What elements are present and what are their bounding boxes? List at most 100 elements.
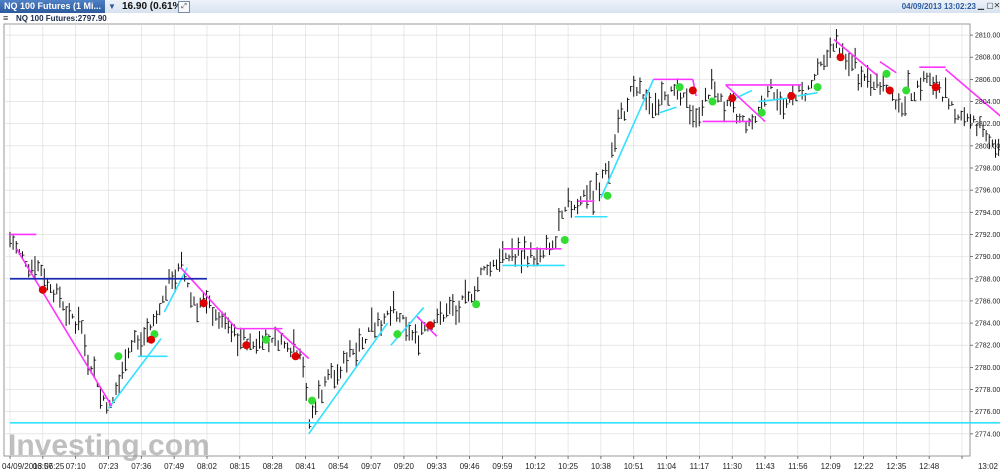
sell-signal-dot (728, 94, 737, 103)
x-tick-label: 09:20 (394, 462, 415, 471)
buy-signal-dot (603, 191, 612, 200)
trend-line-cyan (390, 307, 425, 346)
x-tick-label: 07:36 (131, 462, 152, 471)
buy-signal-dot (813, 83, 822, 92)
buy-signal-dot (393, 330, 402, 339)
y-tick-label: 2786.00 (975, 298, 1000, 305)
y-tick-label: 2800.00 (975, 143, 1000, 150)
price-bars (9, 29, 1000, 429)
buy-signal-dot (708, 97, 717, 106)
sell-signal-dot (426, 321, 435, 330)
trend-line-cyan (163, 267, 188, 313)
datetime-label: 04/09/2013 13:02:23 (901, 2, 976, 11)
sell-signal-dot (291, 352, 300, 361)
x-tick-label: 09:59 (492, 462, 513, 471)
x-tick-label: 08:15 (230, 462, 251, 471)
x-tick-label: 11:43 (755, 462, 775, 471)
x-tick-label: 06:57 (33, 462, 54, 471)
y-tick-label: 2790.00 (975, 254, 1000, 261)
y-tick-label: 2776.00 (975, 409, 1000, 416)
buy-signal-dot (757, 108, 766, 117)
y-tick-label: 2808.00 (975, 55, 1000, 62)
x-tick-label: 12:09 (821, 462, 842, 471)
buy-signal-dot (308, 396, 317, 405)
sell-signal-dot (688, 86, 697, 95)
x-tick-label: 10:51 (624, 462, 645, 471)
trend-line-cyan (659, 106, 677, 114)
y-tick-label: 2774.00 (975, 431, 1000, 438)
trend-line-cyan (797, 91, 818, 97)
sell-signal-dot (38, 285, 47, 294)
sell-signal-dot (147, 335, 156, 344)
y-tick-label: 2778.00 (975, 387, 1000, 394)
y-tick-label: 2798.00 (975, 166, 1000, 173)
x-tick-label: 08:54 (328, 462, 349, 471)
expand-icon[interactable]: ⤢ (178, 1, 190, 13)
signal-dots (38, 53, 940, 405)
y-axis: 2774.00 2776.00 2778.00 2780.00 2782.00 2784.… (970, 33, 1000, 438)
maximize-icon[interactable]: ▢ (986, 1, 994, 10)
x-tick-label: 13:02 (978, 462, 999, 471)
buy-signal-dot (560, 236, 569, 244)
y-tick-label: 2806.00 (975, 77, 1000, 84)
y-tick-label: 2780.00 (975, 365, 1000, 372)
trend-line-magenta (725, 84, 766, 123)
sell-signal-dot (787, 92, 796, 100)
grid (3, 23, 971, 457)
y-tick-label: 2796.00 (975, 188, 1000, 195)
y-tick-label: 2802.00 (975, 121, 1000, 128)
x-tick-label: 11:04 (657, 462, 677, 471)
x-tick-label: 10:12 (525, 462, 546, 471)
x-tick-label: 11:17 (690, 462, 710, 471)
x-tick-label: 07:23 (98, 462, 119, 471)
x-tick-label: 07:49 (164, 462, 185, 471)
chart-tab[interactable]: NQ 100 Futures (1 Mi... (0, 0, 105, 13)
triangle-down-icon[interactable]: ▼ (108, 2, 116, 11)
x-tick-label: 11:30 (722, 462, 742, 471)
overlay-lines (10, 38, 1000, 435)
x-tick-label: 10:38 (591, 462, 612, 471)
sell-signal-dot (836, 53, 845, 62)
x-tick-label: 04/09/2013 06:25 (2, 462, 65, 471)
sell-signal-dot (885, 86, 894, 95)
x-tick-label: 08:28 (263, 462, 284, 471)
close-icon[interactable]: ✕ (993, 1, 1000, 10)
x-tick-label: 09:46 (460, 462, 481, 471)
y-tick-label: 2784.00 (975, 321, 1000, 328)
y-tick-label: 2782.00 (975, 343, 1000, 350)
buy-signal-dot (262, 335, 271, 344)
x-tick-label: 12:22 (854, 462, 875, 471)
x-tick-label: 12:48 (919, 462, 940, 471)
sell-signal-dot (931, 83, 940, 92)
chart-toolbar (0, 13, 1000, 25)
y-tick-label: 2792.00 (975, 232, 1000, 239)
trend-line-magenta (945, 68, 1000, 117)
trend-line-cyan (758, 97, 789, 103)
menu-icon[interactable]: ≡ (3, 13, 9, 23)
trend-line-magenta (275, 328, 310, 360)
x-tick-label: 11:56 (788, 462, 808, 471)
sell-signal-dot (199, 299, 208, 308)
buy-signal-dot (902, 86, 911, 95)
buy-signal-dot (882, 69, 891, 78)
trend-line-magenta (879, 60, 897, 74)
x-tick-label: 08:02 (197, 462, 218, 471)
minimize-icon[interactable]: ▁ (977, 1, 985, 10)
y-tick-label: 2804.00 (975, 99, 1000, 106)
trend-line-cyan (600, 79, 655, 199)
sell-signal-dot (242, 341, 251, 350)
trend-line-cyan (308, 322, 389, 435)
trend-line-magenta (180, 267, 238, 330)
trend-line-cyan (107, 338, 162, 409)
x-tick-label: 10:25 (558, 462, 579, 471)
x-tick-label: 09:07 (361, 462, 382, 471)
trend-line-magenta (833, 38, 878, 76)
symbol-label: NQ 100 Futures:2797.90 (16, 14, 107, 23)
buy-signal-dot (114, 352, 123, 361)
price-change: 16.90 (0.61%) (122, 1, 185, 12)
x-tick-label: 12:35 (886, 462, 907, 471)
x-tick-label: 07:10 (66, 462, 87, 471)
buy-signal-dot (472, 300, 481, 309)
